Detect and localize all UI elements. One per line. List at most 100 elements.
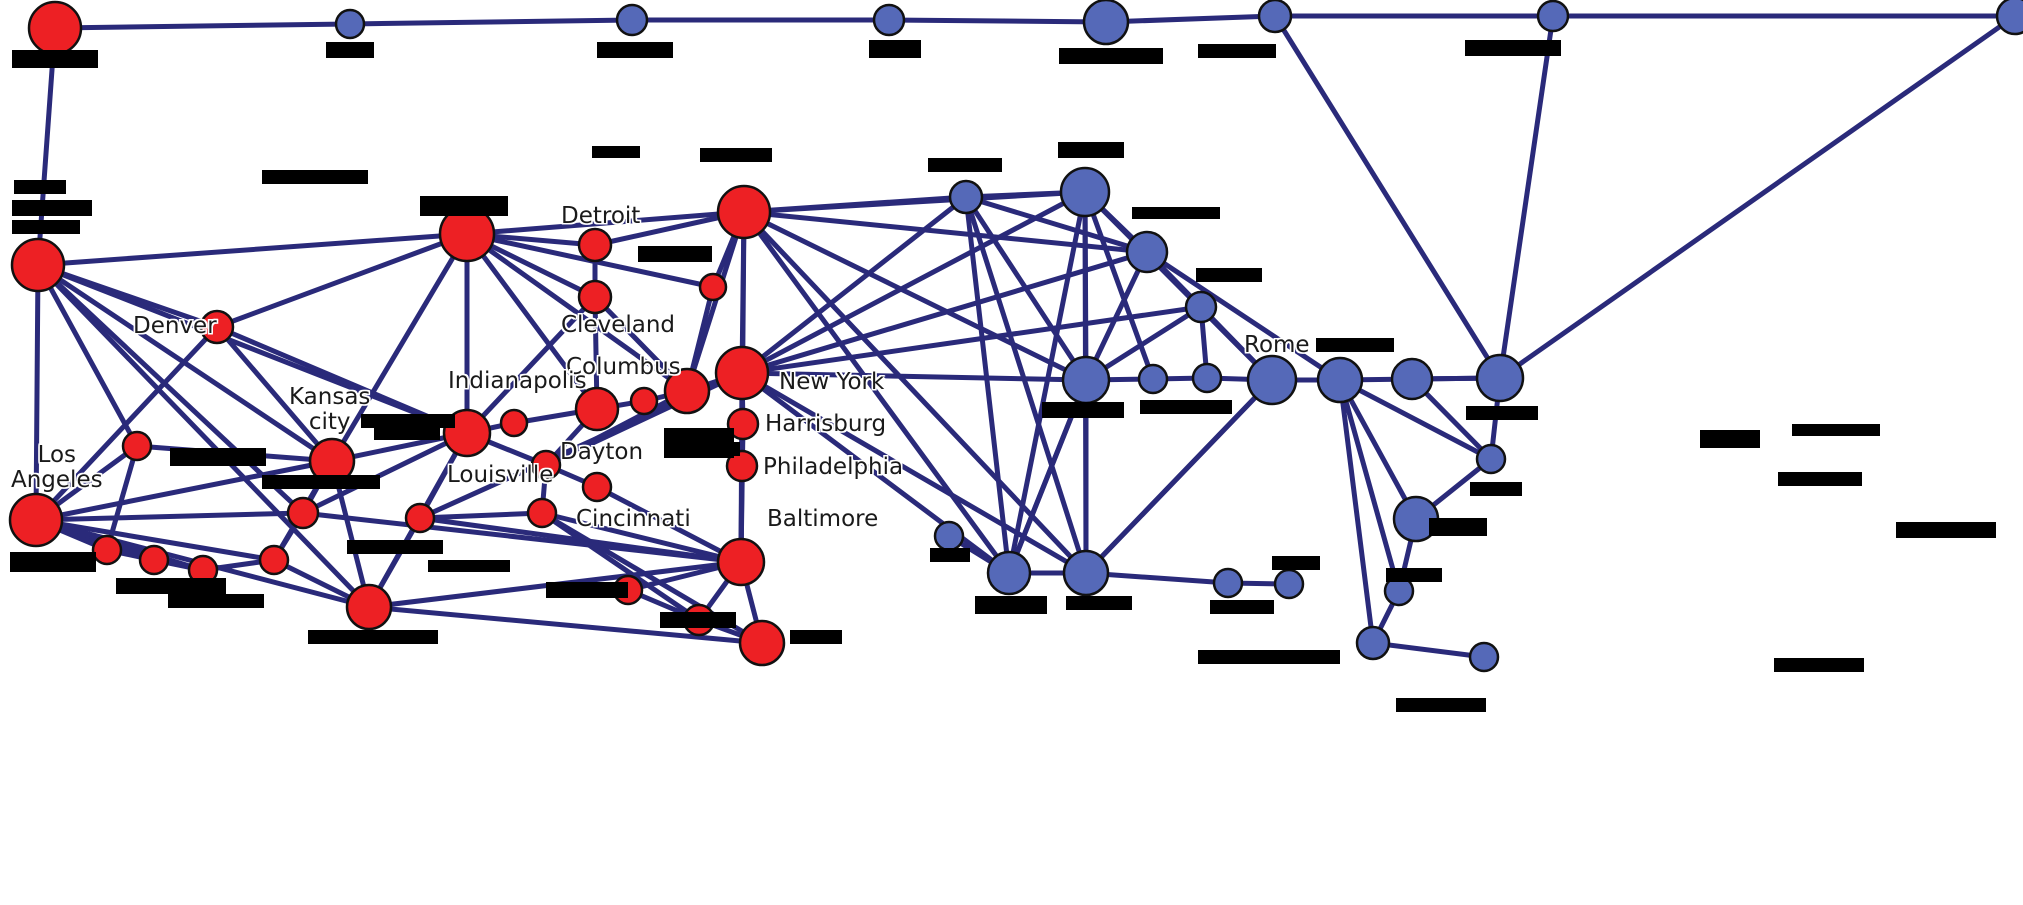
graph-node[interactable] [526,497,558,529]
graph-node[interactable] [8,492,64,548]
graph-node[interactable] [726,407,760,441]
graph-node[interactable] [872,3,906,37]
graph-node[interactable] [933,520,965,552]
graph-node[interactable] [698,272,728,302]
graph-node[interactable] [612,574,644,606]
graph-node[interactable] [138,544,170,576]
graph-node[interactable] [1257,0,1293,34]
graph-node[interactable] [1536,0,1570,33]
graph-edge [35,262,372,610]
graph-node[interactable] [663,367,711,415]
graph-edge [1103,13,1278,25]
graph-edge [963,194,1089,576]
graph-node[interactable] [574,386,620,432]
graph-node[interactable] [499,408,529,438]
graph-edge [464,209,747,237]
graph-node[interactable] [1191,362,1223,394]
graph-node[interactable] [1355,625,1391,661]
graph-edge [214,324,470,436]
graph-edge [1497,13,1556,381]
graph-node[interactable] [1475,443,1507,475]
graph-node[interactable] [1061,355,1111,405]
graph-edge [543,388,690,468]
graph-node[interactable] [258,544,290,576]
graph-node[interactable] [1137,363,1169,395]
graph-edge [1337,377,1376,646]
graph-edge [739,370,1012,576]
graph-edge [35,262,140,449]
graph-node[interactable] [1392,495,1440,543]
graph-node[interactable] [1995,0,2023,36]
graph-edge [33,517,277,563]
graph-node[interactable] [308,437,356,485]
graph-node[interactable] [1390,357,1434,401]
graph-edge [33,324,220,523]
graph-node[interactable] [91,534,123,566]
graph-node[interactable] [714,345,770,401]
graph-edge [1497,13,2018,381]
graph-edge [684,209,747,394]
graph-edge [1337,377,1494,462]
graph-edge [963,194,1089,383]
graph-node[interactable] [286,496,320,530]
graph-edge [33,262,41,523]
graph-node[interactable] [738,619,786,667]
graph-node[interactable] [725,449,759,483]
graph-node[interactable] [581,471,613,503]
graph-node[interactable] [1246,354,1298,406]
graph-node[interactable] [1316,356,1364,404]
graph-edge [741,209,1089,576]
graph-edge [1337,377,1402,594]
graph-edge [1006,189,1088,576]
graph-node[interactable] [530,449,562,481]
graph-edge [35,262,306,516]
graph-edge [1272,13,1503,381]
graph-node[interactable] [1082,0,1130,46]
graph-node[interactable] [1383,575,1415,607]
graph-edge [963,194,1012,576]
graph-node[interactable] [577,279,613,315]
graph-node[interactable] [577,227,613,263]
graph-edge [33,458,335,523]
graph-node[interactable] [1125,230,1169,274]
graph-node[interactable] [1273,568,1305,600]
graph-node[interactable] [1062,549,1110,597]
graph-node[interactable] [1184,290,1218,324]
graph-node[interactable] [199,309,235,345]
graph-edge [739,249,1150,376]
graph-node[interactable] [1059,166,1111,218]
graph-node[interactable] [986,550,1032,596]
graph-node[interactable] [404,502,436,534]
graph-edge [52,21,353,31]
graph-node[interactable] [716,184,772,240]
graph-edge [214,231,470,330]
graph-edge [741,209,1089,383]
graph-node[interactable] [1475,353,1525,403]
graph-node[interactable] [1468,641,1500,673]
graph-node[interactable] [121,430,153,462]
graph-node[interactable] [615,3,649,37]
graph-node[interactable] [27,0,83,56]
graph-node[interactable] [10,237,66,293]
graph-node[interactable] [1212,567,1244,599]
graph-edge [739,370,1089,383]
graph-node[interactable] [187,554,219,586]
graph-node[interactable] [682,603,716,637]
graph-edge [214,324,335,464]
graph-edge [35,231,470,268]
graph-edge [33,510,306,523]
graph-node[interactable] [438,205,496,263]
graph-edge [739,189,1088,376]
graph-node[interactable] [334,8,366,40]
graph-node[interactable] [629,386,659,416]
graph-node[interactable] [345,583,393,631]
graph-node[interactable] [442,408,492,458]
graph-edge [739,194,969,376]
graph-edge [35,25,58,268]
graph-node[interactable] [948,179,984,215]
graph-edge [347,17,635,27]
graph-edge [739,370,1089,576]
graph-node[interactable] [716,537,766,587]
graph-edge [1082,189,1156,382]
